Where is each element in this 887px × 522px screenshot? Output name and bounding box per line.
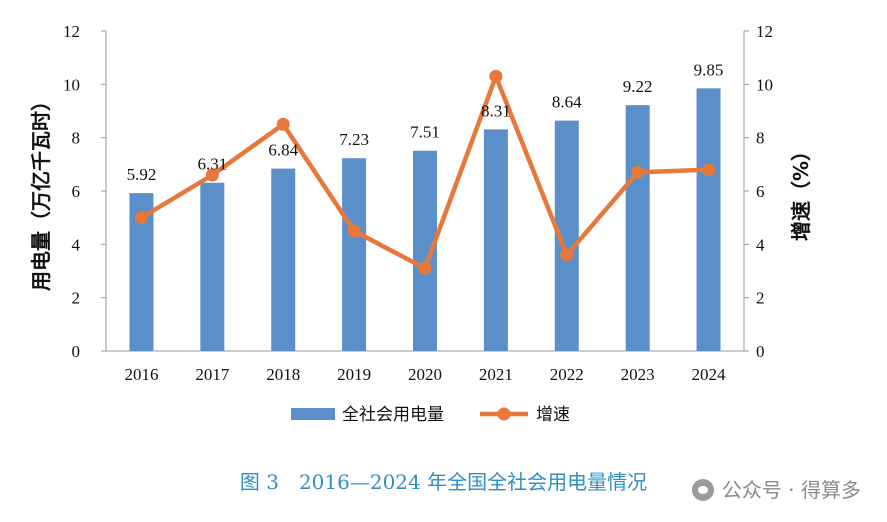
x-tick-label: 2018 — [266, 365, 300, 384]
line-point — [205, 168, 219, 182]
left-tick-label: 10 — [63, 75, 80, 94]
line-point — [631, 165, 645, 179]
legend-bar-label: 全社会用电量 — [342, 405, 444, 425]
line-point — [418, 261, 432, 275]
line-point — [489, 69, 503, 83]
x-tick-label: 2023 — [621, 365, 655, 384]
left-tick-label: 12 — [63, 22, 80, 41]
x-tick-label: 2019 — [337, 365, 371, 384]
left-axis-ticks: 0 2 4 6 8 10 12 — [63, 22, 106, 361]
line-point — [560, 248, 574, 262]
bar-data-label: 5.92 — [127, 165, 157, 184]
bar-data-label: 7.23 — [339, 130, 369, 149]
left-tick-label: 6 — [72, 182, 81, 201]
line-point — [702, 163, 716, 177]
x-tick-label: 2021 — [479, 365, 513, 384]
bar-data-label: 9.22 — [623, 77, 653, 96]
left-tick-label: 0 — [72, 342, 81, 361]
bar-data-label: 6.84 — [268, 141, 298, 160]
x-tick-label: 2022 — [550, 365, 584, 384]
bar-series — [129, 88, 721, 351]
x-tick-label: 2017 — [195, 365, 230, 384]
bar-data-label: 8.31 — [481, 101, 511, 120]
wechat-icon — [691, 479, 714, 501]
legend-bar-swatch — [291, 408, 335, 420]
watermark-text: 公众号 · 得算多 — [721, 478, 861, 502]
bar — [200, 182, 225, 351]
bar — [271, 168, 296, 351]
x-tick-label: 2016 — [124, 365, 158, 384]
right-tick-label: 4 — [756, 235, 765, 254]
left-tick-label: 2 — [72, 289, 81, 308]
right-tick-label: 2 — [756, 289, 765, 308]
bar-data-label: 6.31 — [197, 155, 227, 174]
right-tick-label: 10 — [756, 75, 773, 94]
y2-axis-title: 增速（%） — [789, 141, 813, 241]
left-tick-label: 4 — [72, 235, 81, 254]
legend-line-marker — [497, 407, 511, 421]
legend-line-label: 增速 — [536, 405, 570, 425]
y-axis-title: 用电量（万亿千瓦时） — [29, 91, 53, 291]
line-point — [347, 224, 361, 238]
x-axis-labels: 2016 2017 2018 2019 2020 2021 2022 2023 2024 — [124, 365, 726, 384]
bar — [483, 129, 508, 351]
left-tick-label: 8 — [72, 129, 81, 148]
right-tick-label: 0 — [756, 342, 765, 361]
right-tick-label: 6 — [756, 182, 765, 201]
bar — [342, 158, 367, 351]
bar-data-labels: 5.92 6.31 6.84 7.23 7.51 8.31 8.64 9.22 9.85 — [127, 60, 724, 184]
line-series — [134, 69, 716, 275]
bar-data-label: 9.85 — [694, 60, 724, 79]
bar — [696, 88, 721, 351]
line-point — [134, 211, 148, 225]
x-tick-label: 2024 — [692, 365, 727, 384]
x-tick-label: 2020 — [408, 365, 442, 384]
bar — [625, 105, 650, 351]
right-tick-label: 8 — [756, 129, 765, 148]
right-axis-ticks: 0 2 4 6 8 10 12 — [744, 22, 773, 361]
right-tick-label: 12 — [756, 22, 773, 41]
chart: 0 2 4 6 8 10 12 0 2 4 6 8 10 12 2016 2017 2018 2019 2020… — [29, 22, 813, 425]
line-point — [276, 117, 290, 131]
bar-data-label: 7.51 — [410, 123, 440, 142]
watermark: 公众号 · 得算多 — [691, 474, 861, 503]
legend: 全社会用电量 增速 — [291, 405, 570, 425]
figure-caption: 图 3 2016—2024 年全国全社会用电量情况 — [239, 470, 648, 494]
bar-data-label: 8.64 — [552, 93, 582, 112]
